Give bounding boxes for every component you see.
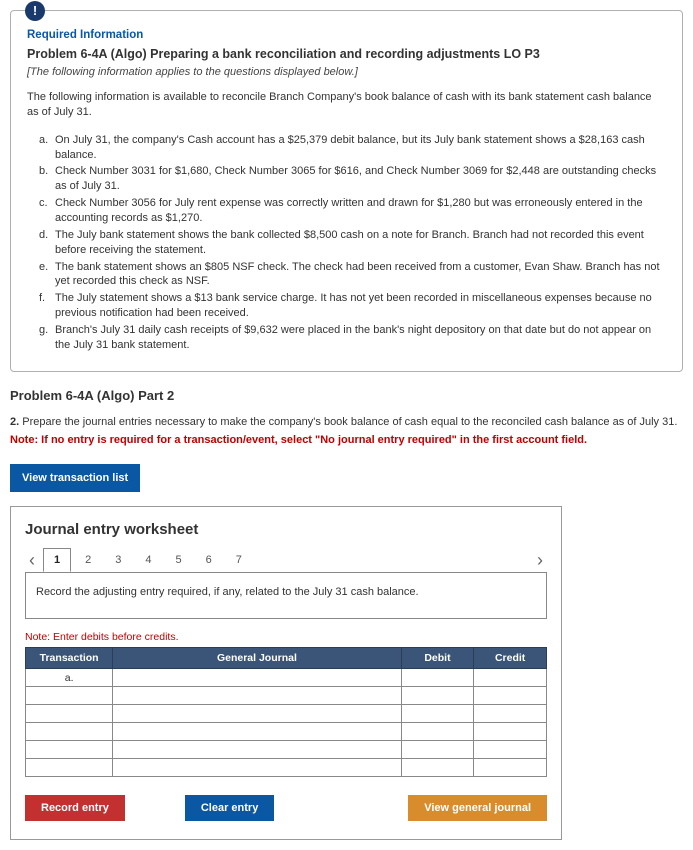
instruction-text: Prepare the journal entries necessary to… bbox=[22, 416, 677, 428]
credit-cell[interactable] bbox=[474, 741, 547, 759]
debits-before-credits-note: Note: Enter debits before credits. bbox=[25, 631, 547, 643]
table-row bbox=[26, 741, 547, 759]
tab-2[interactable]: 2 bbox=[75, 549, 101, 571]
list-item: c.Check Number 3056 for July rent expens… bbox=[55, 196, 666, 226]
item-text: Check Number 3056 for July rent expense … bbox=[55, 197, 643, 224]
tab-5[interactable]: 5 bbox=[166, 549, 192, 571]
required-info-label: Required Information bbox=[27, 29, 666, 41]
debit-cell[interactable] bbox=[401, 759, 474, 777]
info-icon: ! bbox=[25, 1, 45, 21]
transaction-cell bbox=[26, 741, 113, 759]
tab-7[interactable]: 7 bbox=[226, 549, 252, 571]
table-row bbox=[26, 723, 547, 741]
debit-cell[interactable] bbox=[401, 723, 474, 741]
table-row bbox=[26, 705, 547, 723]
part-instruction: 2. Prepare the journal entries necessary… bbox=[10, 415, 683, 430]
item-text: On July 31, the company's Cash account h… bbox=[55, 134, 645, 161]
transaction-cell bbox=[26, 687, 113, 705]
journal-entry-worksheet: Journal entry worksheet ‹ 1 2 3 4 5 6 7 … bbox=[10, 506, 562, 840]
item-marker: g. bbox=[39, 323, 48, 338]
table-row bbox=[26, 687, 547, 705]
item-text: The July statement shows a $13 bank serv… bbox=[55, 292, 652, 319]
debit-cell[interactable] bbox=[401, 687, 474, 705]
note-text: If no entry is required for a transactio… bbox=[41, 434, 587, 446]
account-cell[interactable] bbox=[113, 687, 401, 705]
tab-3[interactable]: 3 bbox=[105, 549, 131, 571]
col-debit: Debit bbox=[401, 648, 474, 669]
table-row bbox=[26, 759, 547, 777]
item-text: Check Number 3031 for $1,680, Check Numb… bbox=[55, 165, 656, 192]
journal-tbody: a. bbox=[26, 669, 547, 777]
account-cell[interactable] bbox=[113, 723, 401, 741]
chevron-left-icon[interactable]: ‹ bbox=[25, 548, 39, 573]
item-marker: a. bbox=[39, 133, 48, 148]
credit-cell[interactable] bbox=[474, 723, 547, 741]
view-general-journal-button[interactable]: View general journal bbox=[408, 795, 547, 821]
account-cell[interactable] bbox=[113, 741, 401, 759]
view-transaction-list-button[interactable]: View transaction list bbox=[10, 464, 140, 492]
transaction-cell: a. bbox=[26, 669, 113, 687]
debit-cell[interactable] bbox=[401, 741, 474, 759]
instruction-number: 2. bbox=[10, 416, 19, 428]
clear-entry-button[interactable]: Clear entry bbox=[185, 795, 274, 821]
debit-cell[interactable] bbox=[401, 669, 474, 687]
tab-4[interactable]: 4 bbox=[135, 549, 161, 571]
debit-cell[interactable] bbox=[401, 705, 474, 723]
entry-prompt: Record the adjusting entry required, if … bbox=[25, 572, 547, 619]
list-item: e.The bank statement shows an $805 NSF c… bbox=[55, 260, 666, 290]
list-item: f.The July statement shows a $13 bank se… bbox=[55, 291, 666, 321]
problem-title: Problem 6-4A (Algo) Preparing a bank rec… bbox=[27, 47, 666, 61]
list-item: d.The July bank statement shows the bank… bbox=[55, 228, 666, 258]
worksheet-title: Journal entry worksheet bbox=[25, 521, 547, 538]
item-marker: d. bbox=[39, 228, 48, 243]
list-item: b.Check Number 3031 for $1,680, Check Nu… bbox=[55, 164, 666, 194]
note-line: Note: If no entry is required for a tran… bbox=[10, 434, 683, 446]
transaction-cell bbox=[26, 723, 113, 741]
required-information-panel: ! Required Information Problem 6-4A (Alg… bbox=[10, 10, 683, 372]
item-marker: b. bbox=[39, 164, 48, 179]
tab-6[interactable]: 6 bbox=[196, 549, 222, 571]
part-title: Problem 6-4A (Algo) Part 2 bbox=[10, 388, 683, 403]
account-cell[interactable] bbox=[113, 669, 401, 687]
list-item: g.Branch's July 31 daily cash receipts o… bbox=[55, 323, 666, 353]
col-general-journal: General Journal bbox=[113, 648, 401, 669]
chevron-right-icon[interactable]: › bbox=[533, 548, 547, 573]
col-transaction: Transaction bbox=[26, 648, 113, 669]
credit-cell[interactable] bbox=[474, 759, 547, 777]
note-label: Note: bbox=[10, 434, 38, 446]
list-item: a.On July 31, the company's Cash account… bbox=[55, 133, 666, 163]
credit-cell[interactable] bbox=[474, 705, 547, 723]
tabs-row: ‹ 1 2 3 4 5 6 7 › bbox=[25, 548, 547, 573]
item-text: Branch's July 31 daily cash receipts of … bbox=[55, 324, 651, 351]
intro-text: The following information is available t… bbox=[27, 90, 666, 121]
item-marker: f. bbox=[39, 291, 45, 306]
table-row: a. bbox=[26, 669, 547, 687]
item-text: The bank statement shows an $805 NSF che… bbox=[55, 261, 660, 288]
general-journal-table: Transaction General Journal Debit Credit… bbox=[25, 647, 547, 777]
account-cell[interactable] bbox=[113, 759, 401, 777]
account-cell[interactable] bbox=[113, 705, 401, 723]
record-entry-button[interactable]: Record entry bbox=[25, 795, 125, 821]
context-note: [The following information applies to th… bbox=[27, 66, 666, 78]
transaction-cell bbox=[26, 759, 113, 777]
credit-cell[interactable] bbox=[474, 669, 547, 687]
col-credit: Credit bbox=[474, 648, 547, 669]
item-marker: c. bbox=[39, 196, 48, 211]
button-row: Record entry Clear entry View general jo… bbox=[25, 795, 547, 821]
item-text: The July bank statement shows the bank c… bbox=[55, 229, 644, 256]
item-marker: e. bbox=[39, 260, 48, 275]
tab-1[interactable]: 1 bbox=[43, 548, 71, 572]
information-list: a. On July 31, the company's Cash account… bbox=[27, 133, 666, 353]
credit-cell[interactable] bbox=[474, 687, 547, 705]
transaction-cell bbox=[26, 705, 113, 723]
